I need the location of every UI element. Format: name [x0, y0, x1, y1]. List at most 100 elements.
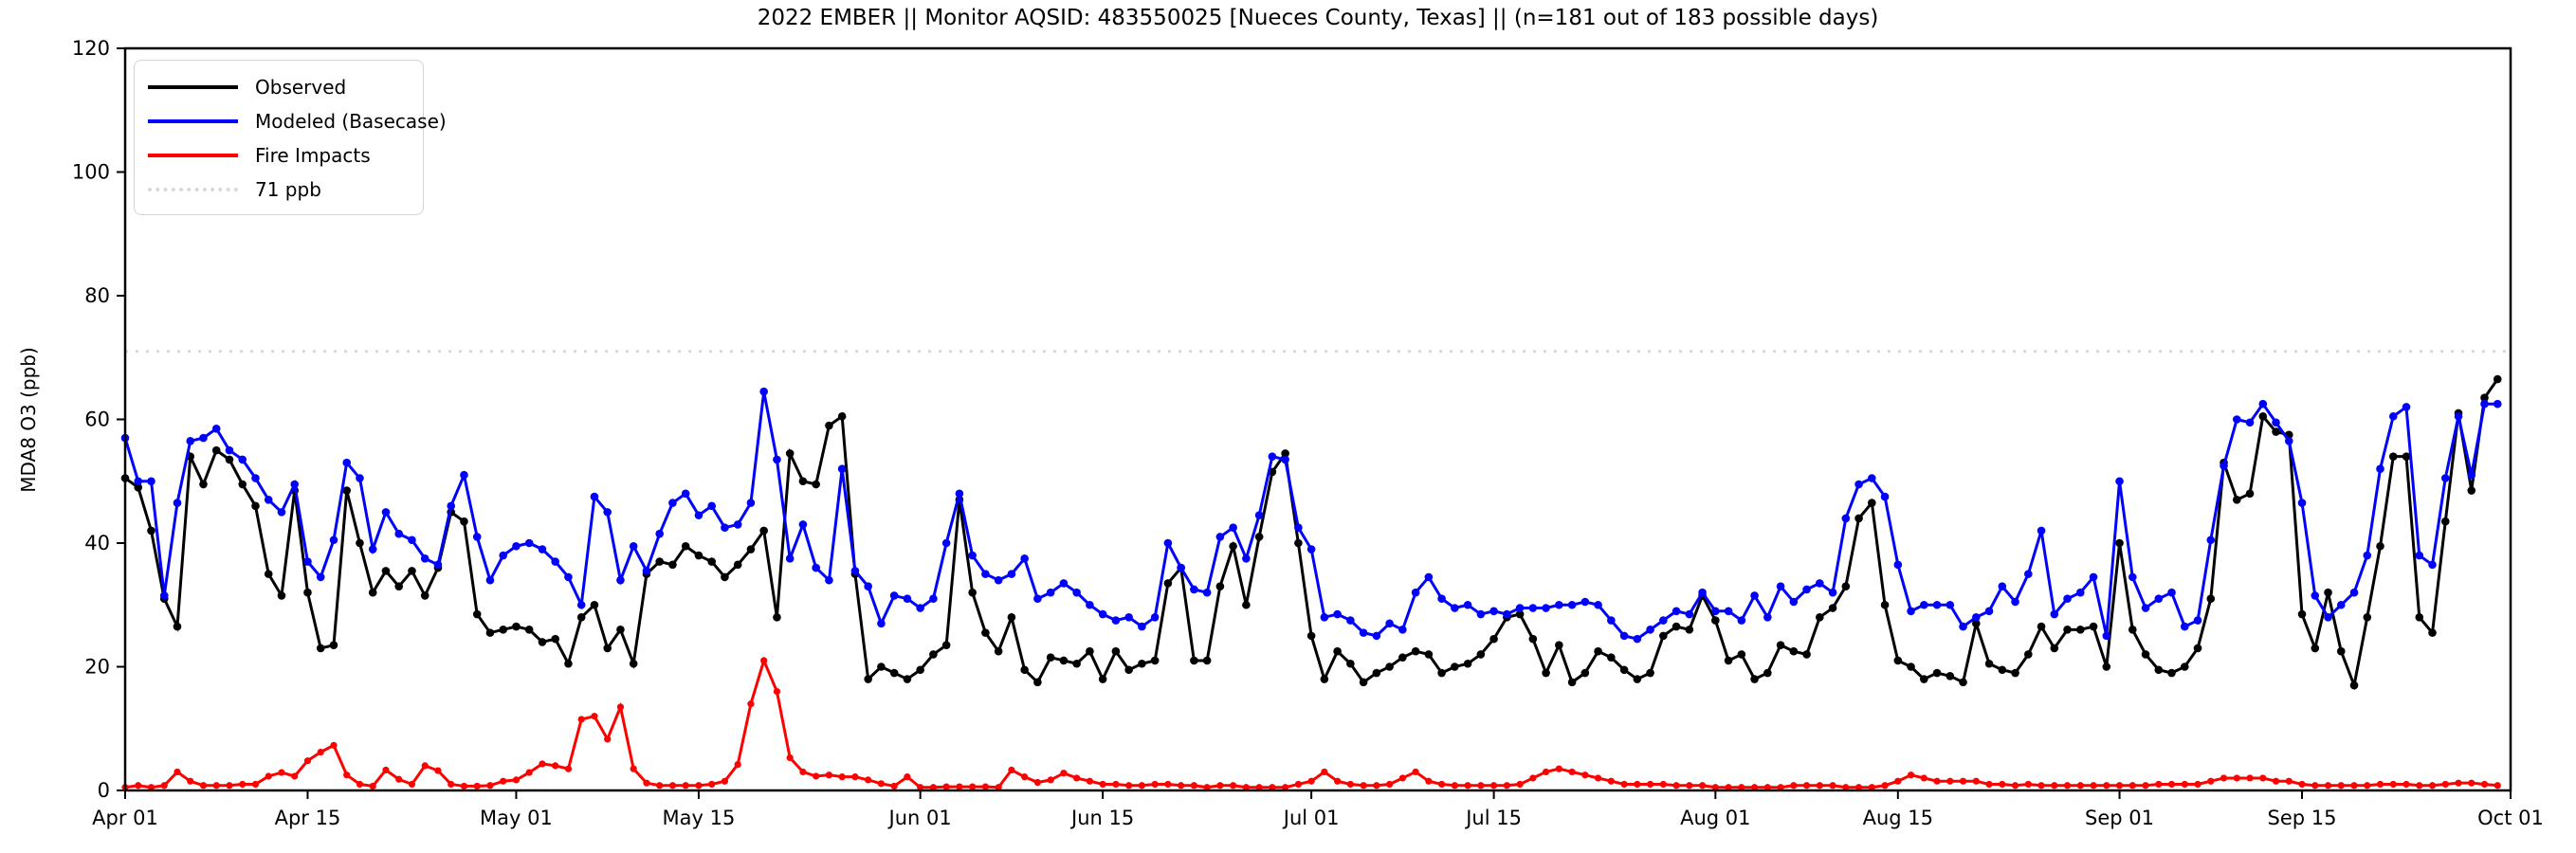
data-point: [212, 782, 220, 789]
data-point: [1359, 628, 1368, 637]
data-point: [2141, 604, 2150, 612]
data-point: [656, 782, 664, 789]
data-point: [394, 582, 404, 590]
data-point: [889, 591, 899, 600]
data-point: [1763, 613, 1772, 622]
data-point: [2103, 782, 2110, 789]
data-point: [2376, 541, 2384, 551]
x-tick-label: Apr 01: [92, 807, 158, 829]
data-point: [591, 713, 598, 720]
chart-title: 2022 EMBER || Monitor AQSID: 483550025 […: [757, 6, 1879, 30]
data-point: [2141, 650, 2150, 659]
data-point: [969, 783, 977, 790]
data-point: [1763, 784, 1771, 791]
data-point: [1854, 784, 1863, 791]
data-point: [2272, 418, 2280, 427]
data-point: [917, 784, 924, 791]
data-point: [2220, 462, 2228, 470]
data-point: [760, 657, 768, 664]
data-point: [381, 567, 391, 575]
data-point: [1320, 613, 1329, 622]
data-point: [708, 780, 716, 789]
data-point: [2011, 782, 2019, 789]
data-point: [1306, 545, 1316, 554]
data-point: [1946, 777, 1954, 785]
data-point: [1529, 774, 1537, 782]
y-tick-label: 40: [84, 532, 110, 554]
data-point: [1698, 782, 1707, 789]
data-point: [2245, 418, 2255, 427]
data-point: [2051, 782, 2058, 789]
data-point: [1254, 533, 1264, 541]
legend-line-sample: [148, 119, 238, 123]
data-point: [2467, 470, 2476, 480]
data-point: [877, 619, 886, 628]
data-point: [2258, 399, 2268, 408]
data-point: [538, 545, 547, 554]
data-point: [812, 563, 820, 572]
data-point: [1542, 604, 1550, 612]
data-point: [265, 772, 272, 780]
data-point: [1098, 675, 1107, 683]
data-point: [2494, 782, 2501, 789]
data-point: [539, 760, 546, 768]
plot-border: [123, 46, 2512, 792]
data-point: [1398, 626, 1407, 634]
data-point: [2076, 782, 2084, 789]
data-point: [825, 421, 833, 430]
data-point: [524, 626, 534, 634]
data-point: [2349, 588, 2359, 597]
data-point: [2075, 588, 2085, 597]
data-point: [694, 511, 703, 519]
data-point: [317, 748, 324, 756]
data-point: [1294, 523, 1303, 532]
data-point: [1138, 782, 1145, 789]
data-point: [1190, 585, 1198, 594]
data-point: [316, 572, 325, 582]
data-point: [2324, 782, 2332, 789]
data-point: [1672, 622, 1681, 631]
data-point: [1724, 656, 1733, 665]
data-point: [773, 455, 781, 464]
data-point: [2376, 464, 2384, 474]
data-point: [1633, 675, 1642, 683]
data-point: [2090, 782, 2097, 789]
data-point: [1046, 588, 1055, 597]
data-point: [2415, 551, 2424, 560]
data-point: [1868, 784, 1875, 791]
data-point: [916, 665, 924, 675]
data-point: [395, 775, 403, 783]
data-point: [2363, 551, 2372, 560]
y-tick-label: 20: [84, 656, 110, 679]
data-point: [955, 489, 964, 499]
data-point: [2167, 588, 2176, 597]
data-point: [2024, 650, 2033, 659]
legend-label: Modeled (Basecase): [255, 110, 447, 133]
data-point: [2311, 782, 2319, 789]
data-point: [576, 600, 586, 609]
x-tick-label: May 01: [480, 807, 553, 829]
data-point: [1607, 777, 1615, 785]
legend-line-sample: [148, 85, 238, 89]
data-point: [211, 424, 221, 433]
data-point: [2363, 613, 2372, 622]
data-point: [1580, 668, 1590, 678]
data-point: [1294, 780, 1302, 789]
data-point: [2284, 437, 2293, 445]
data-point: [1528, 604, 1538, 612]
data-point: [225, 455, 234, 464]
data-point: [2207, 777, 2215, 785]
data-point: [1594, 646, 1602, 656]
data-point: [160, 782, 168, 789]
data-point: [1515, 609, 1525, 619]
data-point: [499, 551, 508, 560]
data-point: [173, 622, 182, 631]
data-point: [643, 779, 650, 787]
data-point: [1385, 619, 1394, 628]
data-point: [368, 545, 377, 554]
data-point: [239, 780, 247, 789]
data-point: [2336, 600, 2346, 609]
data-point: [1894, 777, 1902, 785]
data-point: [734, 760, 741, 769]
data-point: [1607, 616, 1616, 625]
